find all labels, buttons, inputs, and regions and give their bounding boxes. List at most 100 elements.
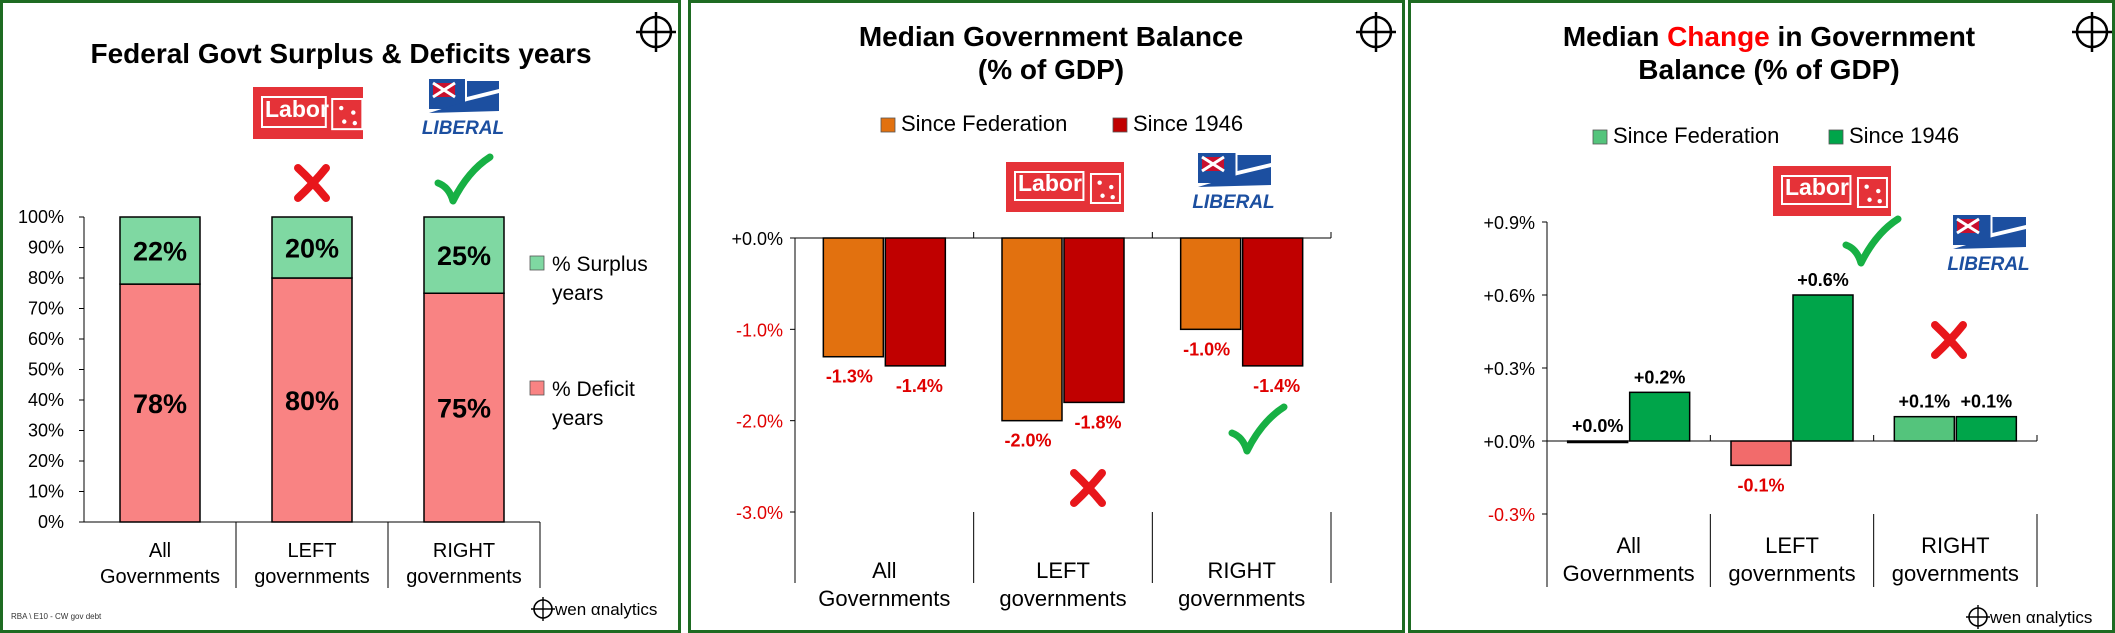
bar: [1179, 237, 1242, 331]
y-tick-label: 100%: [18, 207, 64, 227]
data-label: -1.4%: [1253, 376, 1300, 396]
x-tick-label: RIGHT: [1921, 533, 1989, 558]
x-tick-label: governments: [254, 566, 370, 588]
owen-analytics-logo: wen αnalytics: [531, 597, 657, 621]
y-tick-label: -2.0%: [736, 412, 783, 432]
legend-swatch: [1592, 129, 1608, 145]
bar: [822, 237, 885, 358]
labor-logo-text: Labor: [1018, 170, 1082, 196]
cross-mark-icon: [1931, 321, 1967, 359]
y-tick-label: +0.0%: [1483, 432, 1535, 452]
x-tick-label: governments: [1178, 586, 1305, 611]
data-label: -1.4%: [896, 376, 943, 396]
liberal-logo-text: LIBERAL: [422, 118, 504, 139]
owen-analytics-logo: wen αnalytics: [1966, 605, 2092, 629]
y-tick-label: +0.6%: [1483, 286, 1535, 306]
y-tick-label: -3.0%: [736, 503, 783, 523]
bar: [1893, 415, 1956, 442]
y-tick-label: 40%: [28, 390, 64, 410]
chart-surplus-deficit-years: Federal Govt Surplus & Deficits years Lab…: [11, 12, 676, 621]
x-tick-label: All: [872, 558, 896, 583]
data-label: -1.8%: [1074, 412, 1121, 432]
legend-swatch-deficit: [529, 380, 545, 396]
legend-label: % Surplus: [552, 253, 648, 276]
x-tick-label: Governments: [1563, 561, 1695, 586]
bar: [1730, 440, 1792, 467]
legend-swatch: [1828, 129, 1844, 145]
y-tick-label: -1.0%: [736, 320, 783, 340]
chart-title-line: Median Government Balance: [859, 21, 1243, 52]
x-tick-label: LEFT: [288, 540, 337, 562]
chart-median-balance: Median Government Balance(% of GDP) Since…: [731, 12, 1396, 611]
data-label: +0.1%: [1899, 392, 1951, 412]
y-tick-label: 30%: [28, 421, 64, 441]
crosshair-icon: [2072, 12, 2112, 52]
data-label: -1.3%: [826, 367, 873, 387]
data-label: 20%: [285, 234, 339, 264]
bar-surplus: [119, 216, 201, 285]
data-label: 25%: [437, 241, 491, 271]
x-tick-label: governments: [1892, 561, 2019, 586]
x-tick-label: governments: [406, 566, 522, 588]
legend-swatch-surplus: [529, 255, 545, 271]
panel-median-balance: Median Government Balance (% of GDP) Since…: [688, 0, 1405, 633]
check-mark-icon: [1842, 215, 1902, 267]
data-label: +0.6%: [1797, 270, 1849, 290]
liberal-logo: LIBERAL: [1192, 153, 1275, 213]
check-mark-icon: [434, 153, 494, 205]
liberal-logo-text: LIBERAL: [1947, 254, 2029, 275]
legend-label: years: [552, 407, 603, 430]
labor-logo-text: Labor: [1785, 174, 1849, 200]
x-tick-label: LEFT: [1036, 558, 1090, 583]
y-tick-label: +0.3%: [1483, 359, 1535, 379]
data-label: +0.2%: [1634, 367, 1686, 387]
x-tick-label: All: [1616, 533, 1640, 558]
data-label: -1.0%: [1183, 339, 1230, 359]
x-tick-label: All: [149, 540, 171, 562]
chart-title: Federal Govt Surplus & Deficits years: [90, 38, 591, 69]
x-tick-label: Governments: [818, 586, 950, 611]
y-tick-label: 60%: [28, 329, 64, 349]
y-tick-label: 80%: [28, 268, 64, 288]
x-tick-label: governments: [999, 586, 1126, 611]
legend-label: Since Federation: [1613, 123, 1779, 148]
y-tick-label: 50%: [28, 360, 64, 380]
legend-label: % Deficit: [552, 378, 635, 401]
panel-median-change: Median Change in Government Balance (% of…: [1408, 0, 2115, 633]
x-tick-label: RIGHT: [1207, 558, 1275, 583]
bar-deficit: [423, 292, 505, 523]
labor-logo: Labor: [1773, 166, 1891, 216]
chart-title-line: Median Change in Government: [1563, 21, 1975, 52]
bar-surplus: [271, 216, 353, 279]
bar-deficit: [271, 277, 353, 523]
bar: [1063, 237, 1125, 404]
title-highlight: Change: [1667, 21, 1770, 52]
liberal-logo: LIBERAL: [1947, 215, 2030, 275]
bar: [1792, 294, 1854, 442]
legend-label: Since 1946: [1133, 111, 1243, 136]
y-tick-label: +0.0%: [731, 229, 783, 249]
cross-mark-icon: [294, 164, 330, 202]
data-label: 78%: [133, 389, 187, 419]
x-tick-label: Governments: [100, 566, 220, 588]
legend-swatch: [880, 117, 896, 133]
legend-label: Since Federation: [901, 111, 1067, 136]
y-tick-label: 0%: [38, 512, 64, 532]
legend-label: Since 1946: [1849, 123, 1959, 148]
footnote: RBA \ E10 - CW gov debt: [11, 612, 102, 621]
data-label: -0.1%: [1737, 475, 1784, 495]
bar: [1241, 237, 1304, 367]
bar: [1566, 440, 1629, 444]
y-tick-label: 70%: [28, 299, 64, 319]
cross-mark-icon: [1070, 469, 1106, 507]
data-label: 75%: [437, 394, 491, 424]
labor-logo-text: Labor: [265, 96, 329, 122]
x-tick-label: LEFT: [1765, 533, 1819, 558]
y-tick-label: 10%: [28, 482, 64, 502]
brand-text: wen αnalytics: [1989, 608, 2092, 627]
title-part: Median: [1563, 21, 1667, 52]
y-tick-label: -0.3%: [1488, 505, 1535, 525]
chart-title-line: Balance (% of GDP): [1638, 54, 1899, 85]
liberal-logo-text: LIBERAL: [1192, 192, 1274, 213]
